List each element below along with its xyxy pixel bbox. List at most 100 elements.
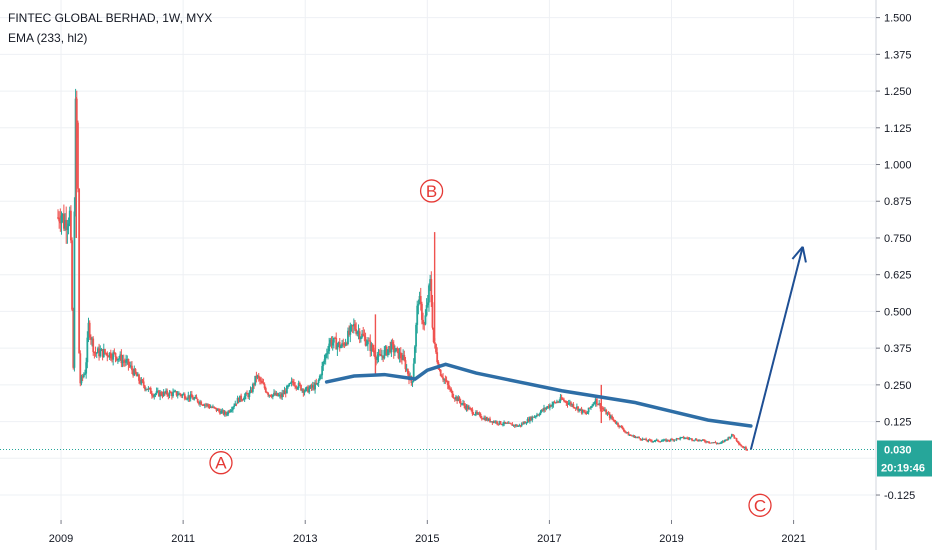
candle-body xyxy=(455,396,457,400)
candle-body xyxy=(486,418,489,421)
indicator-label[interactable]: EMA (233, hl2) xyxy=(8,31,88,45)
candle-body xyxy=(220,411,223,414)
candle-body xyxy=(480,417,483,419)
candle-body xyxy=(712,442,714,444)
y-tick-label: 0.250 xyxy=(884,380,912,392)
candle-body xyxy=(345,343,348,345)
candle-body xyxy=(293,382,295,386)
candle-body xyxy=(122,360,125,362)
candle-body xyxy=(341,343,343,347)
candle-body xyxy=(674,439,677,441)
candle-body xyxy=(337,342,340,345)
candle-body xyxy=(509,422,511,424)
candle-body xyxy=(622,429,625,432)
candle-body xyxy=(540,409,543,412)
candle-body xyxy=(583,409,585,413)
candle-body xyxy=(698,439,700,442)
candle-body xyxy=(539,411,542,415)
candle-body xyxy=(59,221,62,224)
candle-body xyxy=(133,368,136,376)
candle-body xyxy=(715,442,718,444)
candle-body xyxy=(525,422,528,424)
symbol-title[interactable]: FINTEC GLOBAL BERHAD, 1W, MYX xyxy=(8,11,213,25)
candle-body xyxy=(226,414,228,416)
candle-body xyxy=(606,413,609,415)
candle-body xyxy=(159,392,162,397)
candle-body xyxy=(336,344,339,350)
candle-body xyxy=(386,349,389,356)
candle-body xyxy=(541,409,544,411)
candle-body xyxy=(305,386,308,388)
candle-body xyxy=(401,357,403,360)
candle-body xyxy=(743,447,746,449)
candle-body xyxy=(729,436,732,439)
candle-body xyxy=(687,438,690,440)
wave-label-circle xyxy=(419,179,444,203)
candle-body xyxy=(276,392,279,396)
candle-body xyxy=(206,404,208,406)
candle-body xyxy=(294,385,297,387)
candle-body xyxy=(331,342,334,346)
candle-body xyxy=(682,436,685,439)
x-tick-label: 2015 xyxy=(415,533,439,545)
candle-body xyxy=(210,407,213,409)
candle-body xyxy=(115,356,118,361)
candle-body xyxy=(537,414,540,416)
candle-body xyxy=(256,375,259,378)
candle-body xyxy=(364,336,367,346)
price-badge-countdown: 20:19:46 xyxy=(881,462,925,474)
candle-body xyxy=(84,373,86,375)
candle-body xyxy=(340,346,342,349)
candle-body xyxy=(615,422,618,424)
candle-body xyxy=(89,337,92,340)
candle-body xyxy=(496,421,498,424)
candle-body xyxy=(505,422,508,424)
candle-body xyxy=(604,409,606,411)
candle-body xyxy=(442,377,444,380)
candle-body xyxy=(491,421,494,423)
candle-body xyxy=(268,394,271,396)
candle-body xyxy=(219,410,221,414)
x-tick-label: 2011 xyxy=(171,533,195,545)
candle-body xyxy=(556,401,558,403)
candle-body xyxy=(700,440,703,442)
candle-body xyxy=(153,394,156,397)
candle-body xyxy=(361,333,363,338)
candle-body xyxy=(658,441,660,443)
candle-body xyxy=(129,365,132,367)
candle-body xyxy=(445,380,448,382)
candle-body xyxy=(224,411,227,415)
candle-body xyxy=(392,343,395,353)
candle-body xyxy=(592,403,595,406)
candle-body xyxy=(311,385,314,388)
candle-body xyxy=(619,425,622,428)
candle-body xyxy=(507,422,510,424)
candle-body xyxy=(208,405,211,408)
candle-body xyxy=(248,392,251,398)
candle-body xyxy=(520,423,523,426)
candle-body xyxy=(424,315,427,325)
candle-body xyxy=(746,449,749,451)
candle-body xyxy=(199,401,201,404)
candle-body xyxy=(463,403,466,406)
candle-body xyxy=(397,348,400,359)
candle-body xyxy=(451,391,454,398)
candle-body xyxy=(692,440,694,442)
projection-arrow-head xyxy=(791,246,804,260)
candle-body xyxy=(332,337,335,343)
candle-body xyxy=(467,407,470,410)
candle-body xyxy=(499,421,502,425)
candle-body xyxy=(308,388,311,393)
candle-body xyxy=(435,343,437,353)
candle-body xyxy=(264,388,267,393)
candle-body xyxy=(722,441,725,443)
candle-body xyxy=(97,348,99,353)
candle-body xyxy=(577,406,579,411)
candle-body xyxy=(290,381,293,383)
price-badge-value: 0.030 xyxy=(884,444,912,456)
candle-body xyxy=(132,370,135,376)
candle-body xyxy=(317,380,320,383)
candle-body xyxy=(315,382,318,385)
candle-body xyxy=(93,351,96,353)
